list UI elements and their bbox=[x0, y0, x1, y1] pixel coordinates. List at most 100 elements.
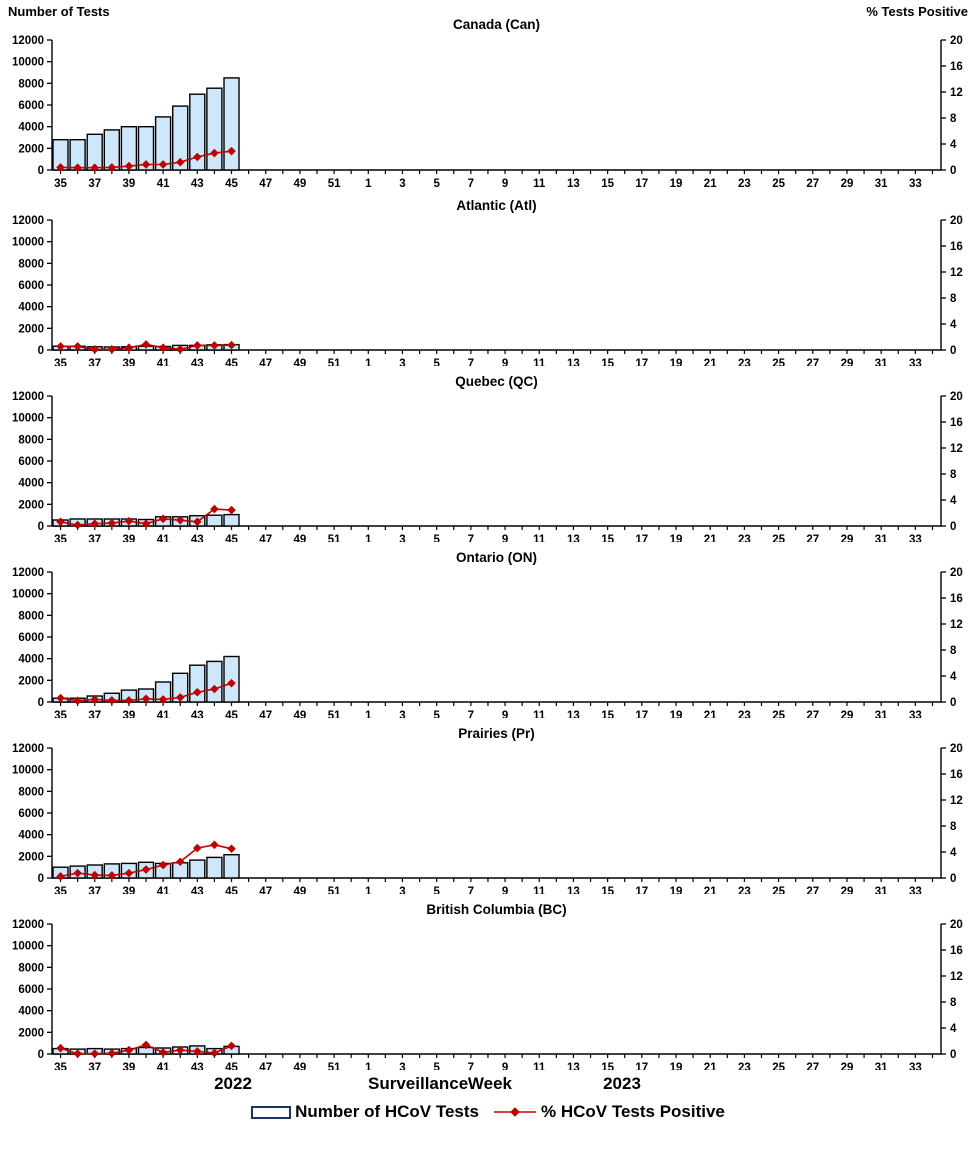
left-tick-label: 10000 bbox=[12, 237, 44, 249]
left-tick-label: 0 bbox=[38, 345, 44, 357]
pct-point-week-40 bbox=[141, 160, 151, 169]
right-tick-label: 4 bbox=[950, 671, 957, 683]
right-tick-label: 12 bbox=[950, 795, 963, 807]
panel-title: Canada (Can) bbox=[453, 17, 540, 32]
left-tick-label: 10000 bbox=[12, 589, 44, 601]
week-tick-label: 15 bbox=[601, 534, 614, 542]
week-tick-label: 45 bbox=[225, 178, 238, 190]
week-tick-label: 11 bbox=[533, 710, 546, 718]
xaxis-title: Surveillance Week bbox=[368, 1074, 512, 1093]
pct-point-week-45 bbox=[227, 1041, 236, 1051]
week-tick-label: 25 bbox=[772, 534, 785, 542]
week-tick-label: 5 bbox=[433, 710, 440, 718]
bar-week-41 bbox=[154, 116, 172, 171]
pct-point-week-43 bbox=[193, 341, 202, 350]
right-tick-label: 20 bbox=[950, 391, 963, 403]
week-tick-label: 35 bbox=[54, 534, 67, 542]
week-tick-label: 51 bbox=[328, 710, 341, 718]
pct-point-week-39 bbox=[124, 1045, 134, 1055]
right-tick-label: 4 bbox=[950, 847, 957, 859]
left-tick-label: 8000 bbox=[18, 610, 44, 622]
right-tick-label: 4 bbox=[950, 1023, 957, 1035]
pct-point-week-41 bbox=[158, 160, 168, 169]
week-tick-label: 43 bbox=[191, 534, 204, 542]
right-tick-label: 16 bbox=[950, 417, 963, 429]
week-tick-label: 15 bbox=[601, 178, 614, 190]
right-tick-label: 0 bbox=[950, 697, 956, 709]
pct-point-week-41 bbox=[158, 514, 168, 524]
week-tick-label: 29 bbox=[841, 534, 854, 542]
week-tick-label: 15 bbox=[601, 886, 614, 894]
week-tick-label: 35 bbox=[54, 710, 67, 718]
week-tick-label: 39 bbox=[123, 710, 136, 718]
week-tick-label: 21 bbox=[704, 710, 717, 718]
week-tick-label: 25 bbox=[772, 178, 785, 190]
pct-point-week-37 bbox=[90, 345, 100, 354]
pct-point-week-41 bbox=[158, 1048, 168, 1057]
left-tick-label: 12000 bbox=[12, 35, 44, 47]
week-tick-label: 51 bbox=[328, 358, 341, 366]
week-tick-label: 13 bbox=[567, 710, 580, 718]
week-tick-label: 13 bbox=[567, 886, 580, 894]
week-tick-label: 27 bbox=[806, 1062, 819, 1070]
week-tick-label: 15 bbox=[601, 710, 614, 718]
week-tick-label: 35 bbox=[54, 886, 67, 894]
pct-point-week-36 bbox=[73, 696, 82, 705]
week-tick-label: 29 bbox=[841, 1062, 854, 1070]
week-tick-label: 7 bbox=[468, 358, 474, 366]
week-tick-label: 33 bbox=[909, 886, 922, 894]
week-tick-label: 19 bbox=[670, 710, 683, 718]
week-tick-label: 35 bbox=[54, 1062, 67, 1070]
right-tick-label: 8 bbox=[950, 469, 957, 481]
week-tick-label: 51 bbox=[328, 178, 341, 190]
panel-svg: Quebec (QC) 0 2000 4000 6000 8000 10000 12000 0 4… bbox=[12, 374, 963, 542]
pct-point-week-37 bbox=[90, 1049, 100, 1058]
left-tick-label: 4000 bbox=[18, 122, 44, 134]
week-tick-label: 19 bbox=[670, 1062, 683, 1070]
bar-week-43 bbox=[189, 859, 206, 879]
right-tick-label: 4 bbox=[950, 319, 957, 331]
left-tick-label: 2000 bbox=[18, 323, 44, 335]
panel-title: Atlantic (Atl) bbox=[456, 198, 536, 213]
week-tick-label: 41 bbox=[157, 1062, 170, 1070]
right-tick-label: 12 bbox=[950, 443, 963, 455]
bar-week-45 bbox=[223, 77, 240, 171]
bar-swatch-icon bbox=[251, 1105, 292, 1119]
right-tick-label: 0 bbox=[950, 873, 956, 885]
left-tick-label: 0 bbox=[38, 697, 44, 709]
panel-svg: British Columbia (BC)0200040006000800010… bbox=[12, 902, 963, 1070]
week-tick-label: 23 bbox=[738, 178, 751, 190]
left-tick-label: 0 bbox=[38, 873, 44, 885]
week-tick-label: 35 bbox=[54, 178, 67, 190]
week-tick-label: 37 bbox=[88, 1062, 101, 1070]
figure-footer: 2022 Surveillance Week 2023 Number of HC… bbox=[0, 1070, 976, 1152]
panel-ontario-on: Ontario (ON) 0 2000 4000 6000 8000 10000 12000 0… bbox=[0, 542, 976, 718]
bar-week-43 bbox=[189, 93, 206, 171]
week-tick-label: 37 bbox=[88, 534, 101, 542]
week-tick-label: 37 bbox=[88, 178, 101, 190]
week-tick-label: 11 bbox=[533, 358, 546, 366]
bar-week-45 bbox=[223, 853, 240, 879]
week-tick-label: 33 bbox=[909, 710, 922, 718]
week-tick-label: 49 bbox=[293, 534, 306, 542]
left-tick-label: 2000 bbox=[18, 1027, 44, 1039]
week-tick-label: 33 bbox=[909, 358, 922, 366]
week-tick-label: 43 bbox=[191, 886, 204, 894]
week-tick-label: 41 bbox=[157, 178, 170, 190]
week-tick-label: 27 bbox=[806, 178, 819, 190]
pct-point-week-42 bbox=[175, 157, 185, 167]
left-tick-label: 2000 bbox=[18, 143, 44, 155]
left-tick-label: 12000 bbox=[12, 919, 44, 931]
week-tick-label: 19 bbox=[670, 534, 683, 542]
left-tick-label: 8000 bbox=[18, 258, 44, 270]
right-axis-title: % Tests Positive bbox=[866, 4, 968, 19]
panel-svg: Prairies (Pr) 0 2000 4000 6000 8000 10000 12000… bbox=[12, 726, 963, 894]
week-tick-label: 29 bbox=[841, 358, 854, 366]
week-tick-label: 5 bbox=[433, 886, 440, 894]
right-tick-label: 12 bbox=[950, 971, 963, 983]
left-tick-label: 8000 bbox=[18, 962, 44, 974]
left-tick-label: 10000 bbox=[12, 413, 44, 425]
week-tick-label: 1 bbox=[365, 358, 372, 366]
left-tick-label: 4000 bbox=[18, 478, 44, 490]
left-tick-label: 4000 bbox=[18, 1006, 44, 1018]
